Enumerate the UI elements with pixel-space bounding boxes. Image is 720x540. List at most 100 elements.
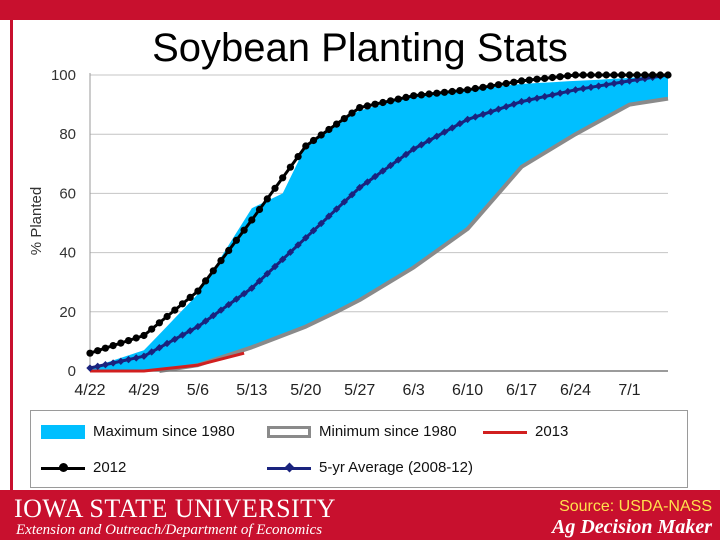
series-2012-marker [371,100,379,108]
legend-item-minimum: Minimum since 1980 [267,423,457,440]
series-2012-marker [464,86,472,94]
average-marker [440,128,449,136]
series-2012-marker [340,115,348,123]
series-2012-marker [541,74,549,82]
series-2012-marker [448,87,456,96]
series-2012-marker [502,79,510,88]
series-2012-marker [402,93,410,101]
average-marker [348,191,356,199]
x-tick-label: 6/3 [403,382,425,399]
department-text: Extension and Outreach/Department of Eco… [16,522,323,538]
series-2012-marker [625,71,634,79]
average-marker [571,86,580,94]
x-tick-label: 4/29 [128,382,159,399]
series-2012-marker [487,82,495,90]
average-marker [201,317,210,325]
slide-title: Soybean Planting Stats [152,26,568,70]
series-2012-marker [564,72,572,80]
average-marker [140,352,148,360]
legend-label-average: 5-yr Average (2008-12) [319,459,473,476]
series-2012-marker [618,71,626,79]
series-2012-marker [587,71,595,79]
legend-swatch-2013 [483,425,527,439]
series-2012-marker [286,163,294,171]
series-2012-marker [633,71,641,79]
series-2012-marker [294,153,302,161]
average-marker [579,84,587,93]
series-2012-marker [171,306,179,314]
average-marker [178,331,187,339]
average-marker [479,110,487,119]
chart-legend: Maximum since 1980 Minimum since 1980 20… [30,410,688,488]
average-marker [255,277,264,285]
series-2012-marker [379,98,387,107]
average-marker [448,124,456,132]
legend-swatch-2012 [41,461,85,475]
series-2012-marker [194,287,202,295]
series-2012-marker [602,71,610,79]
series-2012-marker [148,325,156,333]
series-2012-marker [155,319,163,327]
series-2012-marker [248,216,256,224]
series-2012-marker [240,226,248,234]
average-marker [548,91,557,99]
series-2012-marker [109,342,117,350]
y-axis-label: % Planted [28,187,45,255]
series-2012-marker [471,84,479,93]
average-marker [317,219,325,228]
series-2013-line [90,351,245,373]
series-2012-marker [255,205,264,214]
average-marker [402,150,410,159]
average-marker [279,255,287,264]
average-marker [155,344,164,352]
series-2012-marker [525,76,533,84]
series-2012-marker [417,91,425,99]
series-maximum-area [90,75,668,371]
average-marker [263,270,271,278]
series-2012-marker [202,277,210,285]
series-2012-marker [178,300,187,308]
series-2012-marker [348,109,356,117]
series-2012-marker [117,339,125,347]
series-2012-marker [279,174,287,182]
x-tick-label: 5/27 [344,382,375,399]
legend-label-minimum: Minimum since 1980 [319,423,457,440]
average-marker [332,205,341,213]
series-2012-marker [94,347,102,355]
average-marker [463,115,472,124]
series-2012-marker [217,257,225,265]
average-marker [248,284,256,292]
series-2012-marker [433,89,441,97]
legend-swatch-maximum [41,424,85,439]
series-2012-marker [394,95,402,103]
series-2012-marker [479,83,487,91]
series-2012-marker [571,71,580,79]
average-marker [325,212,333,220]
brand-logo: Ag Decision Maker [552,516,712,538]
series-2012-marker [363,102,371,110]
average-marker [510,100,518,108]
legend-item-2013: 2013 [483,423,568,440]
x-tick-label: 5/13 [236,382,267,399]
series-2012-marker [271,184,279,192]
y-tick-label: 80 [59,126,76,143]
average-marker [271,262,279,271]
series-2012-marker [548,73,557,82]
series-2012-marker [425,90,433,98]
footer-bar [0,490,720,540]
top-brand-bar [0,0,720,20]
average-marker [171,335,179,343]
average-marker [163,339,171,348]
average-marker [132,354,140,362]
average-marker [602,81,610,89]
average-marker [410,145,418,153]
series-2012-marker [649,71,657,79]
average-marker [494,105,503,113]
x-tick-label: 5/20 [290,382,321,399]
average-marker [371,172,379,181]
series-2012-marker [309,136,318,145]
series-2012-marker [325,125,333,134]
series-2012-marker [101,344,109,352]
series-2012-marker [333,120,341,128]
y-tick-label: 20 [59,304,76,321]
